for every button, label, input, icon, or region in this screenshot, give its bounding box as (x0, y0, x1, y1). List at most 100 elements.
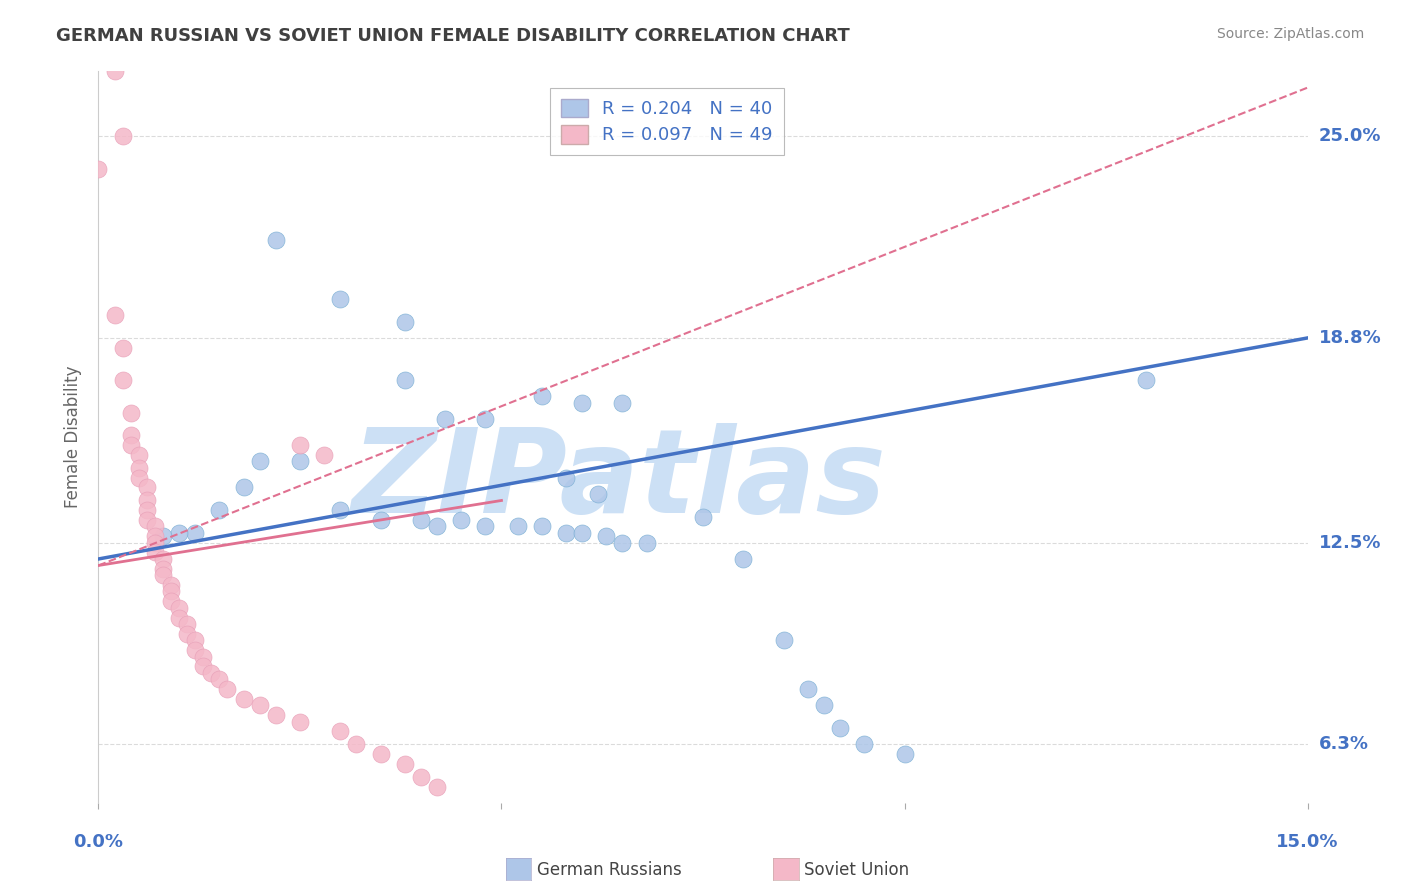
Text: German Russians: German Russians (537, 861, 682, 879)
Point (249, 454, 271, 468)
Text: 12.5%: 12.5% (1319, 533, 1381, 552)
Point (426, 780, 449, 794)
Point (143, 529, 166, 543)
Point (474, 519, 496, 533)
Point (797, 681, 820, 696)
Point (120, 438, 142, 452)
Point (893, 747, 915, 761)
Legend: R = 0.204   N = 40, R = 0.097   N = 49: R = 0.204 N = 40, R = 0.097 N = 49 (550, 87, 783, 155)
Point (474, 412, 496, 426)
Point (135, 503, 157, 517)
Point (733, 552, 755, 566)
Point (184, 633, 207, 648)
Point (120, 406, 142, 420)
Point (586, 487, 609, 501)
Point (167, 600, 190, 615)
Point (409, 770, 432, 784)
Point (692, 509, 714, 524)
Point (208, 503, 231, 517)
Point (128, 448, 150, 462)
Point (135, 493, 157, 508)
Point (813, 698, 835, 713)
Point (143, 545, 166, 559)
Point (329, 503, 352, 517)
Point (160, 584, 183, 599)
Point (828, 721, 851, 735)
Point (111, 373, 134, 387)
Text: Source: ZipAtlas.com: Source: ZipAtlas.com (1216, 27, 1364, 41)
Point (135, 480, 157, 494)
Text: ZIPatlas: ZIPatlas (352, 424, 886, 539)
Point (555, 471, 578, 485)
Point (264, 708, 287, 723)
Text: 18.8%: 18.8% (1319, 329, 1382, 347)
Point (636, 535, 658, 549)
Point (612, 396, 634, 410)
Text: GERMAN RUSSIAN VS SOVIET UNION FEMALE DISABILITY CORRELATION CHART: GERMAN RUSSIAN VS SOVIET UNION FEMALE DI… (56, 27, 851, 45)
Point (87, 161, 110, 176)
Point (143, 535, 166, 549)
Point (232, 691, 254, 706)
Point (426, 519, 449, 533)
Point (193, 659, 215, 673)
Point (200, 665, 222, 680)
Point (184, 526, 207, 541)
Point (288, 454, 311, 468)
Point (128, 471, 150, 485)
Point (152, 529, 174, 543)
Point (232, 480, 254, 494)
Point (853, 737, 876, 751)
Point (394, 756, 416, 771)
Point (103, 308, 125, 322)
Point (329, 292, 352, 306)
Point (394, 373, 416, 387)
Point (111, 129, 134, 144)
Point (128, 461, 150, 475)
Point (176, 626, 198, 640)
Point (450, 513, 472, 527)
Text: 15.0%: 15.0% (1277, 833, 1339, 851)
Point (612, 535, 634, 549)
Point (344, 737, 367, 751)
Text: 25.0%: 25.0% (1319, 128, 1381, 145)
Point (394, 315, 416, 329)
Point (288, 438, 311, 452)
Point (434, 412, 457, 426)
Point (571, 396, 593, 410)
Point (530, 389, 553, 403)
Point (160, 594, 183, 608)
Point (143, 519, 166, 533)
Point (571, 526, 593, 541)
Point (506, 519, 529, 533)
Point (264, 234, 287, 248)
Y-axis label: Female Disability: Female Disability (65, 366, 83, 508)
Point (772, 633, 794, 648)
Point (176, 617, 198, 632)
Point (314, 448, 336, 462)
Text: 0.0%: 0.0% (73, 833, 124, 851)
Point (160, 578, 183, 592)
Text: Soviet Union: Soviet Union (804, 861, 910, 879)
Point (135, 513, 157, 527)
Point (217, 681, 239, 696)
Point (120, 428, 142, 442)
Point (184, 643, 207, 657)
Point (329, 724, 352, 739)
Point (288, 714, 311, 729)
Point (111, 341, 134, 355)
Point (1135, 373, 1157, 387)
Point (152, 568, 174, 582)
Point (555, 526, 578, 541)
Point (152, 552, 174, 566)
Point (152, 562, 174, 576)
Point (370, 747, 392, 761)
Point (595, 529, 617, 543)
Point (208, 673, 231, 687)
Point (193, 649, 215, 664)
Point (409, 513, 432, 527)
Point (370, 513, 392, 527)
Text: 6.3%: 6.3% (1319, 735, 1368, 753)
Point (167, 526, 190, 541)
Point (249, 698, 271, 713)
Point (167, 610, 190, 624)
